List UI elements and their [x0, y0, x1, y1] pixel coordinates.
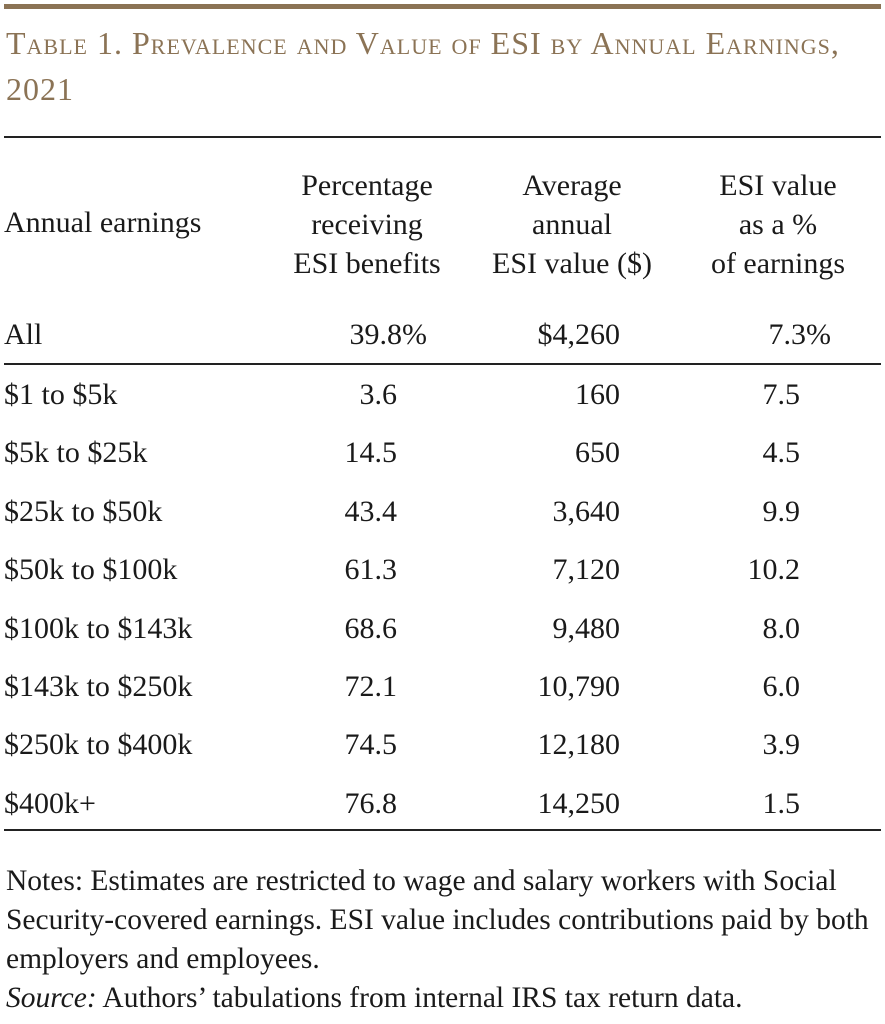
cell-value-share: 9.9	[762, 494, 801, 528]
header-line: Percentage	[301, 169, 433, 202]
cell-percentage: 3.6	[359, 378, 398, 411]
cell-average-value: 7,120	[552, 553, 621, 587]
header-percentage-receiving: Percentage receiving ESI benefits	[267, 166, 467, 283]
cell-percentage: 61.3	[344, 553, 398, 587]
cell-average-value: 160	[575, 378, 620, 411]
source-line: Source: Authors’ tabulations from intern…	[6, 979, 885, 1018]
cell-average-value: 10,790	[537, 670, 621, 703]
row-label: $250k to $400k	[4, 728, 193, 762]
row-label: $1 to $5k	[4, 378, 118, 411]
row-label: $100k to $143k	[4, 611, 193, 645]
cell-percentage: 76.8	[344, 786, 398, 820]
cell-value-share: 4.5	[762, 436, 801, 470]
all-row-rule	[4, 363, 881, 365]
header-annual-earnings: Annual earnings	[4, 206, 202, 239]
cell-average-value: 9,480	[552, 611, 621, 645]
row-label: $143k to $250k	[4, 670, 193, 703]
header-line: ESI value ($)	[492, 247, 652, 280]
header-line: ESI value	[719, 169, 837, 202]
row-label: $5k to $25k	[4, 436, 148, 470]
cell-average-value: $4,260	[537, 318, 621, 351]
cell-value-share: 1.5	[762, 786, 801, 820]
cell-average-value: 3,640	[552, 494, 621, 528]
cell-percentage: 43.4	[344, 494, 398, 528]
top-accent-bar	[4, 4, 881, 9]
header-line: annual	[532, 208, 612, 241]
table-bottom-rule	[4, 829, 881, 831]
header-top-rule	[4, 136, 881, 138]
header-line: Average	[522, 169, 622, 202]
cell-value-share: 7.3%	[768, 318, 832, 351]
cell-average-value: 650	[575, 436, 620, 470]
cell-percentage: 72.1	[344, 670, 398, 703]
cell-percentage: 74.5	[344, 728, 398, 762]
cell-percentage: 68.6	[344, 611, 398, 645]
header-average-value: Average annual ESI value ($)	[472, 166, 672, 283]
source-label: Source:	[6, 982, 97, 1014]
table-notes: Notes: Estimates are restricted to wage …	[6, 862, 885, 1018]
cell-percentage: 39.8%	[349, 318, 428, 351]
cell-average-value: 12,180	[537, 728, 621, 762]
row-label: All	[4, 318, 43, 351]
cell-percentage: 14.5	[344, 436, 398, 470]
table-title: Table 1. Prevalence and Value of ESI by …	[6, 25, 840, 107]
cell-value-share: 10.2	[747, 553, 801, 587]
row-label: $50k to $100k	[4, 553, 178, 587]
cell-value-share: 8.0	[762, 611, 801, 645]
source-text: Authors’ tabulations from internal IRS t…	[96, 982, 743, 1014]
cell-value-share: 7.5	[762, 378, 801, 411]
cell-value-share: 3.9	[762, 728, 801, 762]
row-label: $400k+	[4, 786, 96, 820]
notes-text: Notes: Estimates are restricted to wage …	[6, 865, 869, 975]
header-line: as a %	[738, 208, 818, 241]
cell-average-value: 14,250	[537, 786, 621, 820]
header-value-share: ESI value as a % of earnings	[678, 166, 878, 283]
header-line: of earnings	[710, 247, 846, 280]
cell-value-share: 6.0	[762, 670, 801, 703]
header-line: ESI benefits	[293, 247, 441, 280]
row-label: $25k to $50k	[4, 494, 163, 528]
header-line: receiving	[311, 208, 423, 241]
